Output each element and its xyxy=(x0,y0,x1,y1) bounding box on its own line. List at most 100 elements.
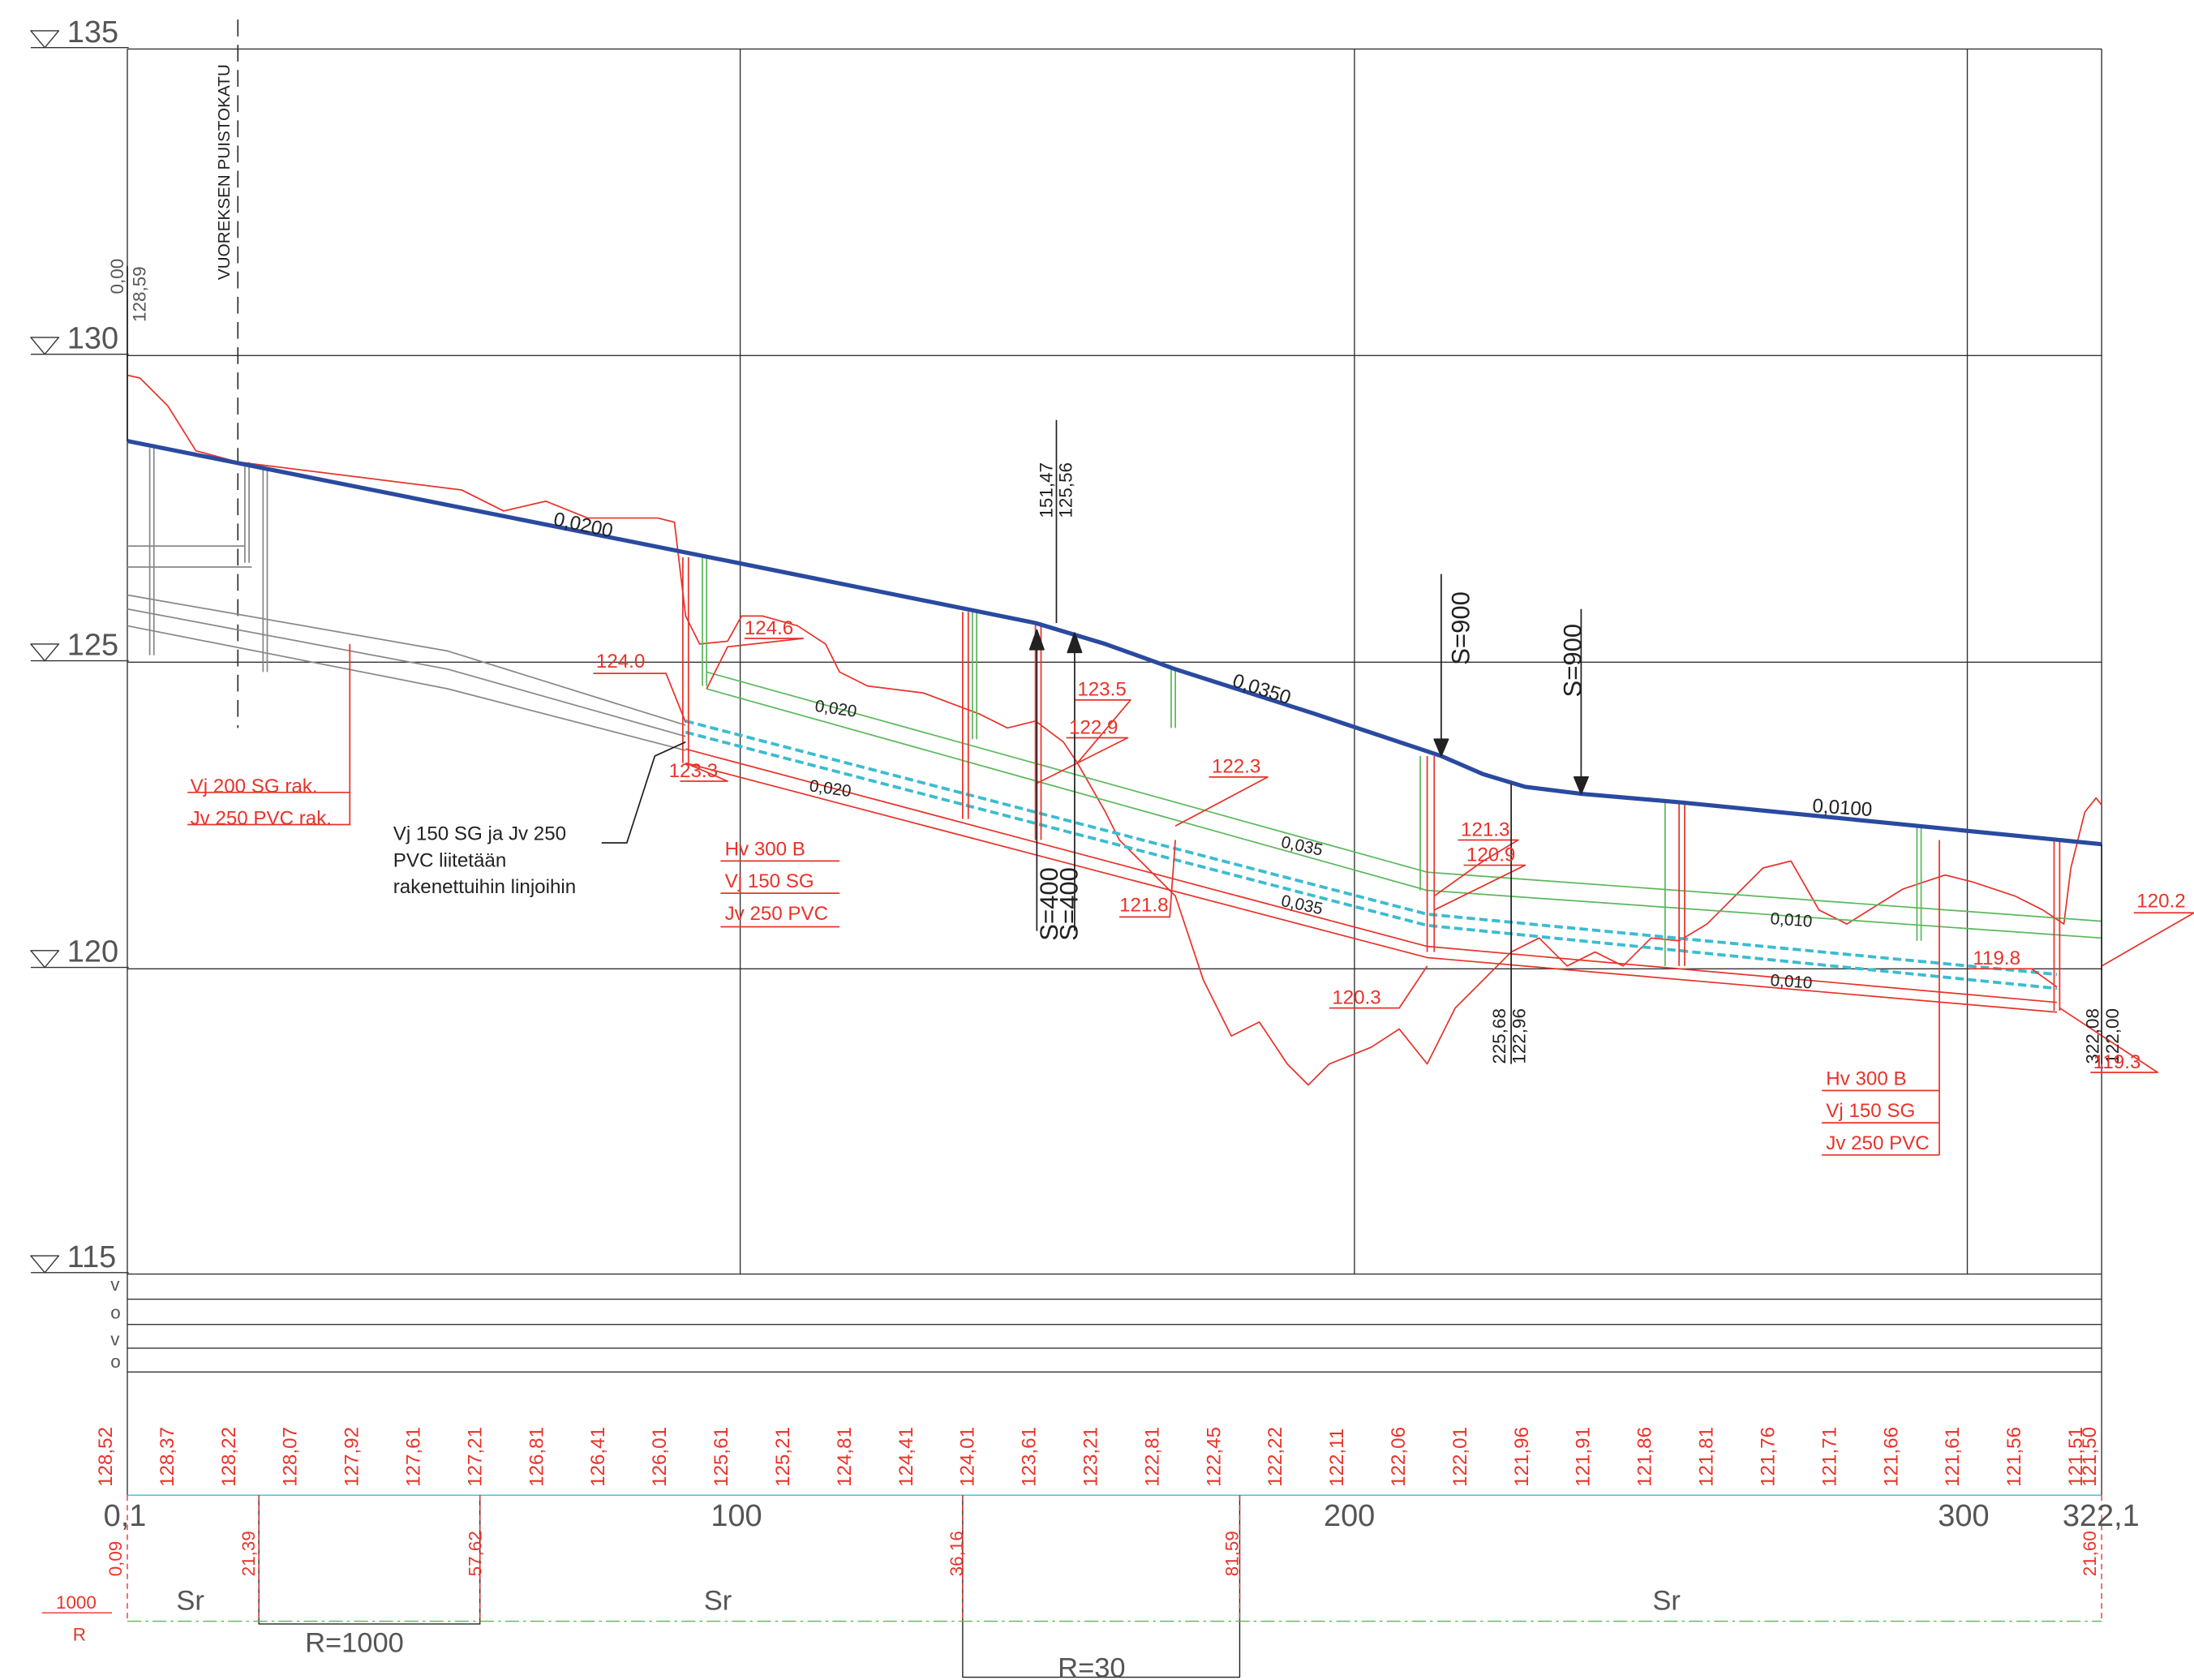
ground-elevation: 122,81 xyxy=(1141,1427,1163,1487)
station: 0,1 xyxy=(104,1499,147,1533)
level: 122.9 xyxy=(1069,716,1118,738)
label: v xyxy=(110,1330,120,1350)
label: 322,08 xyxy=(2083,1008,2103,1064)
label: Jv 250 PVC xyxy=(1826,1132,1929,1154)
curve-label: S=900 xyxy=(1446,591,1475,665)
station: 100 xyxy=(711,1499,762,1533)
label: Sr xyxy=(1652,1586,1680,1617)
label: 125,56 xyxy=(1055,462,1076,518)
label: 128,59 xyxy=(129,266,149,322)
level: 119.3 xyxy=(2093,1051,2141,1073)
label: Sr xyxy=(704,1586,732,1617)
ground-elevation: 127,61 xyxy=(403,1427,425,1487)
existing-pipes xyxy=(127,448,686,751)
slope: 0,0100 xyxy=(1812,795,1874,821)
label: Vj 150 SG ja Jv 250 xyxy=(393,823,566,844)
curve-label: S=400 xyxy=(1035,867,1063,941)
level: 120.3 xyxy=(1332,986,1380,1008)
grid xyxy=(30,30,2102,1496)
ground-elevation: 124,81 xyxy=(834,1427,856,1487)
curve-station: 36,16 xyxy=(947,1531,967,1576)
red-pipes xyxy=(187,556,2194,1156)
ground-elevation: 121,66 xyxy=(1880,1427,1902,1487)
level: 123.3 xyxy=(669,760,718,782)
label: R xyxy=(73,1625,86,1645)
slope: 0,0200 xyxy=(552,509,615,543)
ground-elevation: 128,37 xyxy=(157,1427,178,1487)
slope: 0,035 xyxy=(1279,892,1324,918)
label: 1000 xyxy=(56,1592,97,1613)
label: Jv 250 PVC xyxy=(725,903,828,925)
ground-elevation: 123,21 xyxy=(1080,1427,1102,1487)
label: Hv 300 B xyxy=(725,838,805,860)
label: 225,68 xyxy=(1489,1008,1509,1064)
road-surface xyxy=(127,439,2102,847)
ground-elevation: 121,56 xyxy=(2003,1427,2025,1487)
label: 122,00 xyxy=(2102,1008,2123,1064)
level: 122.3 xyxy=(1212,756,1260,778)
ground-elevation: 122,22 xyxy=(1264,1427,1286,1487)
ground-elevation: 128,52 xyxy=(95,1427,117,1487)
ground-elevation: 127,21 xyxy=(464,1427,486,1487)
ground-elevation: 121,96 xyxy=(1511,1427,1533,1487)
label: o xyxy=(110,1351,120,1372)
terrain xyxy=(127,374,2102,1086)
ground-elevation: 121,61 xyxy=(1942,1427,1964,1487)
label: o xyxy=(110,1303,120,1323)
markers xyxy=(127,265,2103,1064)
label: rakenettuihin linjoihin xyxy=(393,876,576,898)
ground-elevation: 125,21 xyxy=(772,1427,794,1487)
stationing xyxy=(41,1494,2102,1678)
label: 122,96 xyxy=(1509,1008,1529,1064)
slope: 0,035 xyxy=(1279,833,1324,860)
ground-elevation: 126,01 xyxy=(649,1427,671,1487)
layout xyxy=(30,19,2194,1678)
ground-elevation: 122,11 xyxy=(1326,1429,1348,1487)
ground-elevation: 122,45 xyxy=(1203,1427,1225,1487)
slope: 0,0350 xyxy=(1230,670,1294,710)
curve-station: 21,39 xyxy=(238,1531,259,1576)
slope: 0,020 xyxy=(814,697,857,721)
slope: 0,010 xyxy=(1770,971,1813,993)
level: 120.2 xyxy=(2136,890,2185,912)
ground-elevation: 127,92 xyxy=(341,1427,363,1487)
ground-elevation: 121,91 xyxy=(1573,1427,1595,1487)
ground-elevation: 121,50 xyxy=(2079,1427,2101,1487)
curve-station: 21,60 xyxy=(2080,1531,2100,1576)
ground-elevation: 125,61 xyxy=(711,1427,732,1487)
curve-label: S=400 xyxy=(1054,867,1083,941)
station: 322,1 xyxy=(2063,1499,2140,1533)
ground-elevation: 128,07 xyxy=(280,1427,302,1487)
radius: R=1000 xyxy=(305,1627,404,1658)
ground-elevation: 121,51 xyxy=(2065,1427,2087,1487)
street-name: VUOREKSEN PUISTOKATU xyxy=(215,64,234,280)
level: 119.8 xyxy=(1973,947,2020,969)
label: PVC liitetään xyxy=(393,849,507,871)
curve-label: S=900 xyxy=(1558,624,1586,698)
ground-elevation: 121,76 xyxy=(1757,1427,1779,1487)
label: v xyxy=(110,1274,120,1295)
curve-station: 81,59 xyxy=(1222,1531,1243,1576)
curve-station: 57,62 xyxy=(465,1531,485,1576)
ground-elevation: 126,41 xyxy=(587,1427,609,1487)
elevation-mark: 135 xyxy=(67,15,118,49)
station: 200 xyxy=(1324,1499,1375,1533)
level: 121.3 xyxy=(1461,819,1509,840)
ground-elevation: 123,61 xyxy=(1019,1427,1041,1487)
label: Sr xyxy=(176,1586,204,1617)
radius: R=30 xyxy=(1058,1653,1125,1680)
ground-elevation: 122,01 xyxy=(1449,1427,1471,1487)
elevation-mark: 125 xyxy=(67,629,118,663)
label: 151,47 xyxy=(1036,462,1056,518)
station: 300 xyxy=(1938,1499,1989,1533)
storm-pipes xyxy=(685,719,2058,990)
elevation-mark: 120 xyxy=(67,935,118,969)
elevation-mark: 130 xyxy=(67,322,118,356)
ground-elevation: 124,01 xyxy=(957,1427,979,1487)
ground-elevation: 121,71 xyxy=(1818,1427,1840,1487)
label: Vj 150 SG xyxy=(1826,1100,1915,1122)
label: Vj 150 SG xyxy=(725,870,814,892)
label: Jv 250 PVC rak. xyxy=(191,808,332,830)
